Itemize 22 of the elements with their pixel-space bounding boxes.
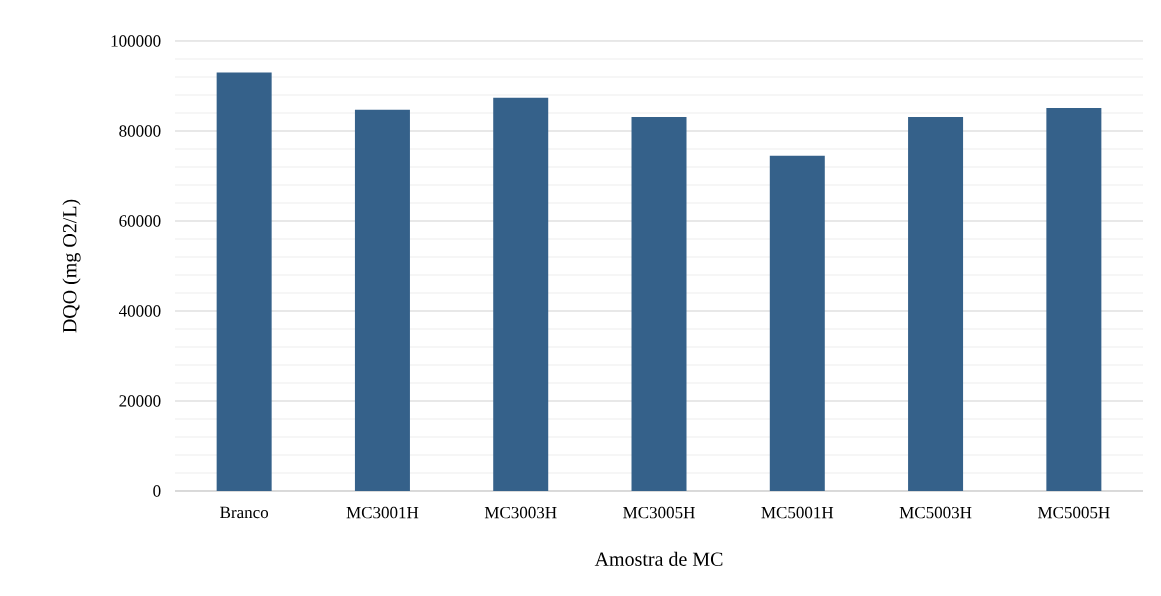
- y-tick-label: 0: [153, 485, 161, 497]
- y-tick-label: 60000: [119, 215, 161, 227]
- bar: [493, 97, 549, 491]
- bar: [631, 117, 687, 491]
- bar: [1046, 108, 1102, 491]
- y-tick-label: 40000: [118, 305, 161, 317]
- y-tick-label: 20000: [119, 395, 161, 407]
- bar: [354, 109, 410, 491]
- y-axis-title: DQO (mg O2/L): [62, 199, 81, 333]
- bar: [769, 155, 825, 491]
- x-tick-label: MC5001H: [761, 506, 834, 519]
- x-tick-label: MC3003H: [484, 506, 557, 519]
- bar: [216, 72, 272, 491]
- bar: [908, 117, 964, 491]
- y-tick-label: 80000: [119, 125, 161, 137]
- x-tick-label: MC5005H: [1037, 506, 1110, 519]
- x-tick-label: MC3001H: [346, 506, 419, 519]
- x-axis-title: Amostra de MC: [594, 551, 723, 566]
- x-tick-label: MC5003H: [899, 506, 972, 519]
- y-tick-label: 100000: [111, 35, 161, 47]
- x-tick-label: Branco: [220, 506, 269, 519]
- x-tick-label: MC3005H: [623, 506, 695, 519]
